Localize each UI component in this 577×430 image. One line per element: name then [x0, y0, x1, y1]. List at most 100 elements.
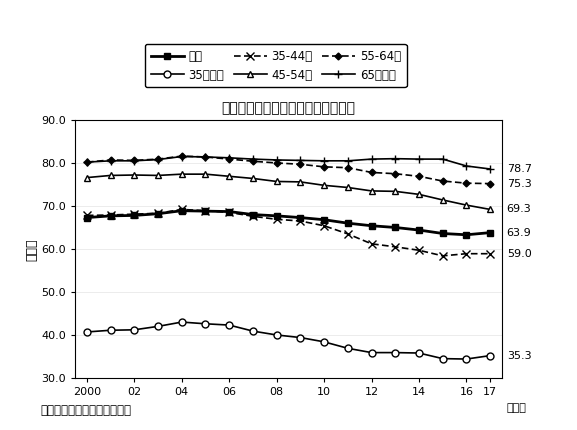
全体 — [131, 213, 138, 218]
35歳未満 — [415, 350, 422, 356]
65歳以上 — [131, 158, 138, 163]
35-44歳 — [202, 208, 209, 213]
45-54歳 — [463, 203, 470, 208]
全体 — [368, 223, 375, 228]
Text: （出所）米商務省センサス局: （出所）米商務省センサス局 — [41, 404, 132, 417]
全体 — [439, 231, 446, 236]
Line: 45-54歳: 45-54歳 — [84, 171, 493, 213]
Text: 69.3: 69.3 — [507, 204, 531, 215]
55-64歳 — [131, 158, 138, 163]
35-44歳 — [297, 218, 304, 224]
45-54歳 — [226, 174, 233, 179]
35-44歳 — [84, 213, 91, 218]
35歳未満 — [155, 324, 162, 329]
55-64歳 — [297, 162, 304, 167]
全体 — [415, 227, 422, 233]
全体 — [297, 215, 304, 220]
35-44歳 — [415, 248, 422, 253]
35歳未満 — [321, 339, 328, 344]
55-64歳 — [439, 178, 446, 184]
全体 — [273, 213, 280, 218]
65歳以上 — [155, 157, 162, 162]
Legend: 全体, 35歳未満, 35-44歳, 45-54歳, 55-64歳, 65歳以上: 全体, 35歳未満, 35-44歳, 45-54歳, 55-64歳, 65歳以上 — [145, 44, 407, 87]
35-44歳 — [344, 231, 351, 236]
35歳未満 — [297, 335, 304, 340]
65歳以上 — [107, 158, 114, 163]
35歳未満 — [486, 353, 493, 358]
65歳以上 — [415, 157, 422, 162]
65歳以上 — [486, 166, 493, 172]
55-64歳 — [463, 181, 470, 186]
55-64歳 — [344, 165, 351, 170]
35歳未満 — [107, 328, 114, 333]
45-54歳 — [155, 173, 162, 178]
45-54歳 — [368, 188, 375, 194]
65歳以上 — [463, 163, 470, 169]
55-64歳 — [321, 164, 328, 169]
65歳以上 — [226, 155, 233, 160]
35歳未満 — [84, 329, 91, 335]
45-54歳 — [107, 173, 114, 178]
Line: 65歳以上: 65歳以上 — [83, 152, 494, 173]
Title: 図　年齢別の持ち家保有比率の推移: 図 年齢別の持ち家保有比率の推移 — [222, 101, 355, 115]
65歳以上 — [392, 156, 399, 161]
Text: 35.3: 35.3 — [507, 350, 531, 361]
35-44歳 — [226, 210, 233, 215]
45-54歳 — [415, 192, 422, 197]
45-54歳 — [344, 185, 351, 190]
45-54歳 — [392, 189, 399, 194]
35歳未満 — [131, 327, 138, 332]
55-64歳 — [415, 174, 422, 179]
55-64歳 — [226, 157, 233, 162]
全体 — [249, 212, 256, 217]
35歳未満 — [178, 319, 185, 325]
35歳未満 — [202, 321, 209, 326]
全体 — [155, 211, 162, 216]
35-44歳 — [368, 241, 375, 246]
Text: 78.7: 78.7 — [507, 164, 532, 174]
全体 — [202, 209, 209, 214]
全体 — [321, 217, 328, 222]
55-64歳 — [155, 157, 162, 162]
55-64歳 — [202, 154, 209, 160]
65歳以上 — [321, 158, 328, 163]
35-44歳 — [486, 251, 493, 256]
Line: 35歳未満: 35歳未満 — [84, 319, 493, 362]
35歳未満 — [463, 356, 470, 362]
55-64歳 — [392, 171, 399, 176]
全体 — [392, 225, 399, 230]
35-44歳 — [463, 251, 470, 256]
35-44歳 — [439, 253, 446, 258]
35歳未満 — [273, 332, 280, 338]
65歳以上 — [439, 157, 446, 162]
65歳以上 — [84, 160, 91, 165]
35-44歳 — [131, 212, 138, 217]
45-54歳 — [321, 183, 328, 188]
45-54歳 — [84, 175, 91, 180]
35-44歳 — [392, 244, 399, 249]
全体 — [178, 208, 185, 213]
45-54歳 — [249, 176, 256, 181]
65歳以上 — [202, 154, 209, 160]
全体 — [84, 215, 91, 220]
45-54歳 — [202, 172, 209, 177]
Text: 75.3: 75.3 — [507, 178, 531, 189]
35歳未満 — [368, 350, 375, 355]
Y-axis label: （％）: （％） — [25, 238, 39, 261]
65歳以上 — [249, 157, 256, 162]
Text: 63.9: 63.9 — [507, 227, 531, 238]
Text: （年）: （年） — [506, 403, 526, 413]
45-54歳 — [297, 179, 304, 184]
35-44歳 — [249, 214, 256, 219]
Line: 35-44歳: 35-44歳 — [83, 205, 494, 260]
35歳未満 — [344, 346, 351, 351]
35-44歳 — [178, 207, 185, 212]
35歳未満 — [392, 350, 399, 355]
55-64歳 — [178, 154, 185, 159]
Line: 55-64歳: 55-64歳 — [84, 154, 493, 186]
35-44歳 — [155, 211, 162, 216]
35-44歳 — [321, 223, 328, 228]
45-54歳 — [439, 197, 446, 203]
55-64歳 — [249, 159, 256, 164]
35歳未満 — [249, 329, 256, 334]
